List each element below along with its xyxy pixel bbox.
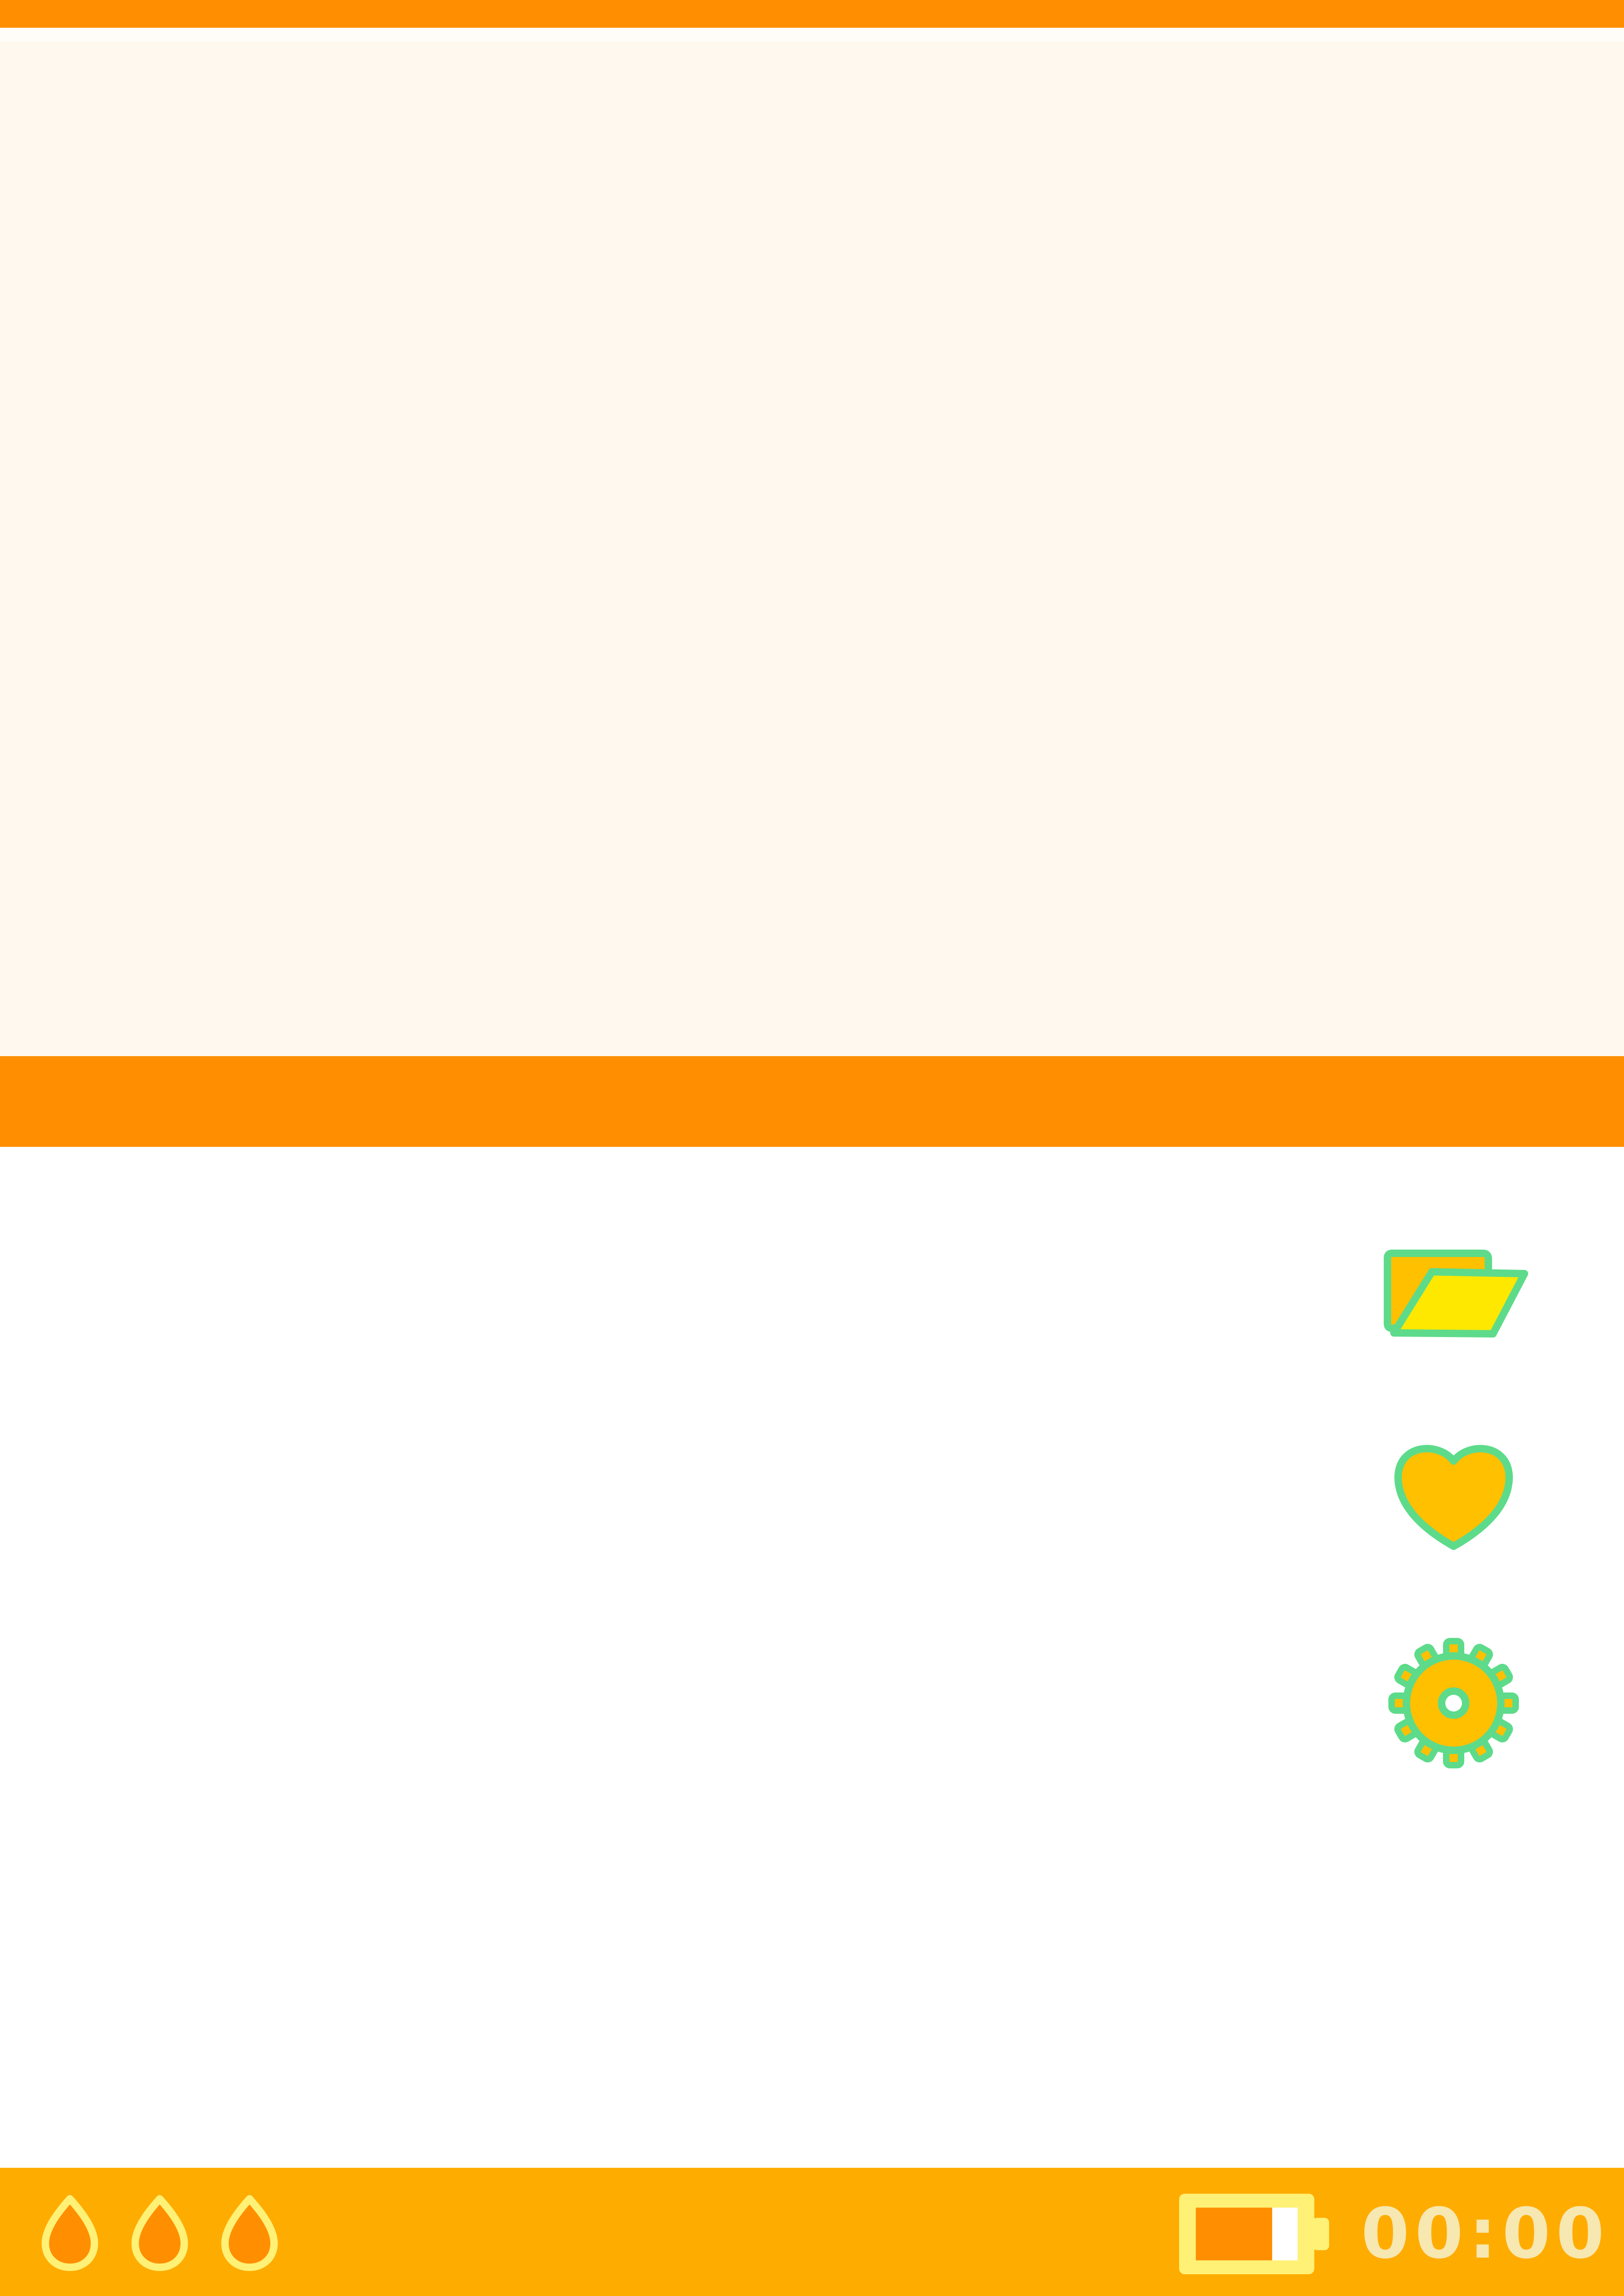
water-drop-icon <box>37 2191 103 2275</box>
gear-icon <box>1388 1638 1519 1768</box>
top-strip <box>0 0 1624 28</box>
folder-open-icon <box>1384 1250 1528 1338</box>
clock-display: 00:00 <box>1361 2194 1610 2274</box>
favorite-button[interactable] <box>1370 1430 1537 1569</box>
preview-bar <box>0 1056 1624 1147</box>
open-folder-button[interactable] <box>1370 1231 1537 1370</box>
battery-level-fill <box>1196 2208 1272 2260</box>
water-drop-icon <box>217 2191 282 2275</box>
battery-icon <box>1178 2193 1331 2275</box>
heart-icon <box>1394 1445 1513 1550</box>
water-level-indicator <box>37 2191 282 2275</box>
water-drop-icon <box>127 2191 193 2275</box>
top-gap <box>0 28 1624 42</box>
settings-button[interactable] <box>1370 1634 1537 1773</box>
preview-area <box>0 42 1624 1056</box>
